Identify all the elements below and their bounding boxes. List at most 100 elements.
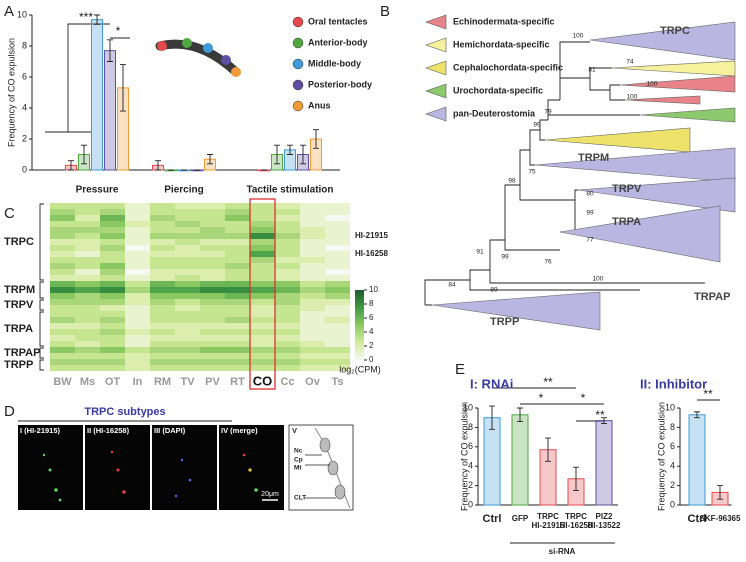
clade-label: TRPAP	[694, 291, 730, 303]
heatmap-cell	[125, 209, 150, 215]
clade-label: TRPV	[612, 183, 642, 195]
y-tick-label: 0	[468, 499, 473, 509]
heatmap-cell	[125, 359, 150, 365]
heatmap-cell	[150, 305, 175, 311]
heatmap-cell	[225, 335, 250, 341]
worm-illustration	[155, 38, 241, 77]
heatmap-cell	[150, 359, 175, 365]
error-bar	[155, 160, 161, 171]
heatmap-cell	[50, 269, 75, 275]
error-bar	[545, 437, 551, 462]
heatmap-cell	[250, 359, 275, 365]
heatmap-cell	[225, 281, 250, 287]
heatmap-cell	[100, 293, 125, 299]
heatmap-cell	[250, 275, 275, 281]
heatmap-cell	[125, 335, 150, 341]
heatmap-cell	[125, 347, 150, 353]
heatmap-cell	[275, 347, 300, 353]
heatmap-cell	[325, 353, 350, 359]
heatmap-cell	[150, 341, 175, 347]
heatmap-cell	[125, 263, 150, 269]
heatmap-cell	[325, 209, 350, 215]
y-axis-label: Frequency of CO expulsion	[459, 402, 469, 511]
heatmap-cell	[75, 365, 100, 371]
heatmap-cell	[100, 329, 125, 335]
heatmap-cell	[100, 275, 125, 281]
x-tick-label: HI-13522	[588, 521, 621, 530]
heatmap-cell	[300, 263, 325, 269]
heatmap-cell	[225, 257, 250, 263]
bar	[688, 414, 706, 506]
heatmap-cell	[75, 317, 100, 323]
row-label: HI-21915	[355, 231, 388, 240]
heatmap-cell	[300, 281, 325, 287]
heatmap-cell	[275, 263, 300, 269]
heatmap-cell	[100, 353, 125, 359]
heatmap-cell	[75, 305, 100, 311]
heatmap-cell	[200, 257, 225, 263]
heatmap-cell	[50, 245, 75, 251]
significance: *	[581, 391, 586, 405]
legend-label: Hemichordata-specific	[453, 39, 550, 49]
heatmap-cell	[325, 257, 350, 263]
legend-label: Oral tentacles	[308, 16, 368, 26]
heatmap-cell	[200, 245, 225, 251]
colorbar	[355, 290, 364, 360]
heatmap-cell	[200, 275, 225, 281]
image-label: IV (merge)	[221, 426, 258, 435]
bootstrap-value: 84	[448, 282, 456, 289]
heatmap-cell	[250, 311, 275, 317]
image-label: III (DAPI)	[154, 426, 186, 435]
heatmap-cell	[175, 239, 200, 245]
heatmap-cell	[100, 233, 125, 239]
heatmap-cell	[225, 305, 250, 311]
phylogenetic-tree	[424, 21, 736, 331]
heatmap-cell	[125, 239, 150, 245]
heatmap-cell	[250, 305, 275, 311]
group-label: TRPAP	[4, 347, 40, 359]
heatmap-cell	[150, 209, 175, 215]
heatmap-cell	[50, 251, 75, 257]
error-bar	[573, 466, 579, 491]
heatmap-cell	[250, 251, 275, 257]
colorbar-tick-label: 10	[369, 285, 378, 294]
heatmap-cell	[225, 329, 250, 335]
heatmap-cell	[50, 263, 75, 269]
legend-swatch	[425, 60, 447, 76]
bootstrap-value: 80	[586, 191, 594, 198]
heatmap-cell	[75, 347, 100, 353]
heatmap-cell	[275, 293, 300, 299]
panel-label: D	[4, 403, 15, 420]
heatmap-cell	[125, 221, 150, 227]
heatmap-cell	[150, 203, 175, 209]
bar	[595, 420, 613, 506]
heatmap-cell	[150, 365, 175, 371]
colorbar-tick-label: 2	[369, 341, 374, 350]
colorbar-tick-label: 0	[369, 355, 374, 364]
heatmap-cell	[200, 233, 225, 239]
heatmap-cell	[300, 209, 325, 215]
heatmap-cell	[325, 221, 350, 227]
heatmap-cell	[150, 287, 175, 293]
heatmap-cell	[250, 329, 275, 335]
heatmap-cell	[250, 293, 275, 299]
y-tick-label: 6	[670, 441, 675, 451]
heatmap-cell	[325, 341, 350, 347]
heatmap-cell	[100, 359, 125, 365]
x-axis-label: si-RNA	[549, 547, 576, 556]
heatmap-cell	[150, 233, 175, 239]
heatmap-cell	[75, 359, 100, 365]
schematic-label: CLT	[294, 495, 306, 502]
heatmap-cell	[225, 209, 250, 215]
heatmap-cell	[300, 227, 325, 233]
heatmap-cell	[150, 245, 175, 251]
heatmap-cell	[100, 215, 125, 221]
heatmap-cell	[225, 275, 250, 281]
heatmap-cell	[175, 359, 200, 365]
bootstrap-value: 100	[573, 33, 584, 40]
y-tick-label: 0	[22, 164, 27, 174]
bootstrap-value: 98	[508, 178, 516, 185]
heatmap-cell	[300, 311, 325, 317]
heatmap-cell	[125, 305, 150, 311]
